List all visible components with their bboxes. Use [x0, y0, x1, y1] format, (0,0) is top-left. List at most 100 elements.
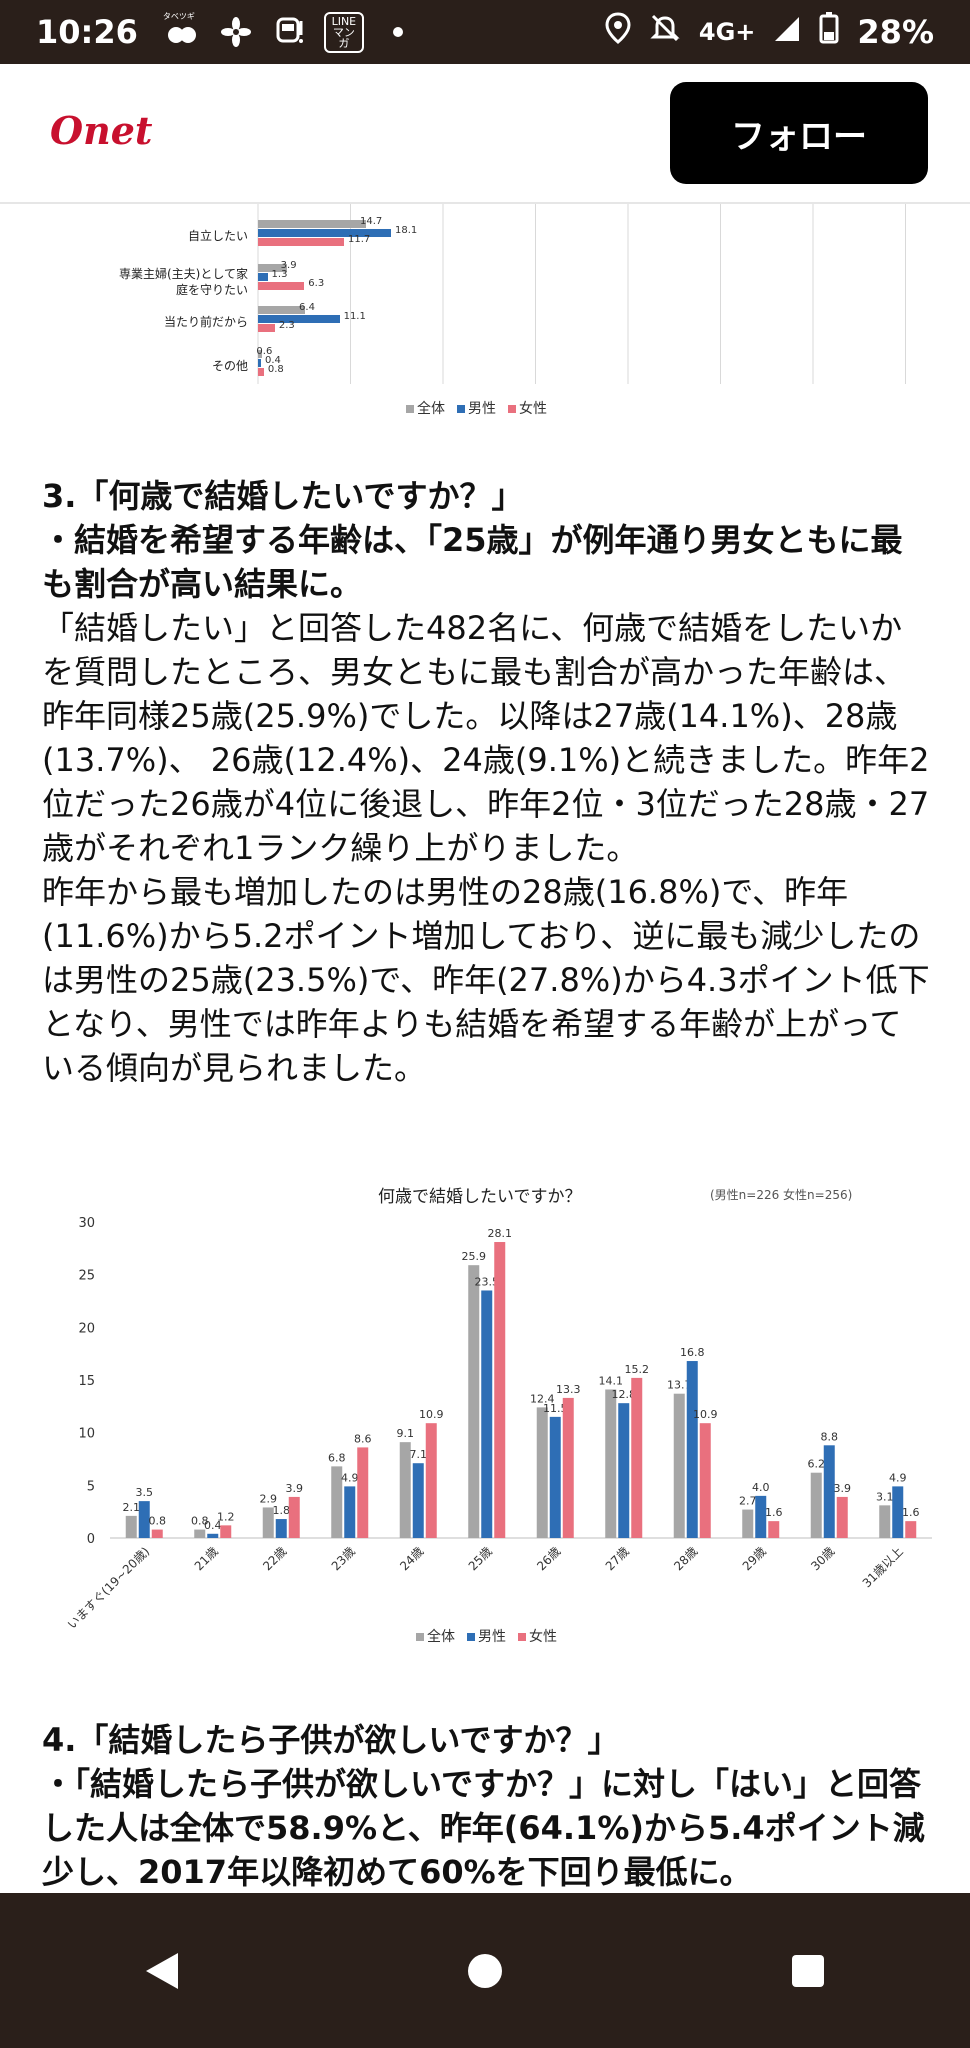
top-chart-value-label: 3.9: [280, 260, 297, 271]
top-chart-value-label: 0.8: [267, 364, 284, 375]
section-3-subtitle: ・結婚を希望する年齢は、「25歳」が例年通り男女ともに最も割合が高い結果に。: [42, 521, 903, 603]
bar-value-label: 25.9: [462, 1250, 487, 1263]
top-chart-value-label: 14.7: [360, 216, 383, 227]
bar-all: [262, 1507, 274, 1538]
section-3-title: 3.「何歳で結婚したいですか？」: [42, 477, 524, 515]
bar-male: [207, 1533, 219, 1538]
dot-icon: [378, 12, 418, 52]
bar-male: [618, 1403, 630, 1538]
status-right: 4G+ 28%: [605, 12, 934, 52]
x-tick-label: 27歳: [603, 1544, 632, 1573]
bar-value-label: 12.4: [530, 1392, 555, 1405]
bar-all: [125, 1515, 137, 1538]
bar-male: [412, 1463, 424, 1538]
bar-male: [275, 1519, 287, 1538]
top-chart-bar-male: [258, 315, 340, 323]
y-tick-label: 30: [78, 1216, 95, 1231]
bar-value-label: 2.9: [260, 1492, 278, 1505]
top-chart: 自立したい 14.7 18.1 11.7 専業主婦(主夫)として家庭を守りたい 3.9 1.…: [0, 204, 970, 424]
bar-female: [836, 1496, 848, 1538]
x-tick-label: 21歳: [192, 1544, 221, 1573]
y-tick-label: 25: [78, 1269, 95, 1284]
bar-value-label: 3.5: [136, 1486, 154, 1499]
bar-value-label: 6.2: [808, 1458, 826, 1471]
legend-item-female: 女性: [518, 1626, 557, 1646]
x-tick-label: 25歳: [466, 1544, 495, 1573]
bar-female: [631, 1377, 643, 1538]
chart-legend: 全体 男性 女性: [416, 1626, 557, 1646]
y-tick-label: 15: [78, 1374, 95, 1389]
bar-all: [810, 1472, 822, 1538]
x-tick-label: 23歳: [329, 1544, 358, 1573]
top-chart-bar-female: [258, 324, 275, 332]
bar-value-label: 3.9: [286, 1482, 304, 1495]
top-chart-grid: [257, 204, 906, 384]
bar-value-label: 13.7: [667, 1379, 692, 1392]
site-header: Onet フォロー: [0, 64, 970, 204]
top-chart-bar-male: [258, 229, 392, 237]
bar-value-label: 9.1: [397, 1427, 415, 1440]
y-tick-label: 10: [78, 1427, 95, 1442]
follow-button[interactable]: フォロー: [670, 82, 928, 184]
x-tick-label: 31歳以上: [860, 1544, 906, 1590]
bar-female: [357, 1447, 369, 1538]
onet-logo[interactable]: Onet: [50, 108, 153, 153]
top-chart-value-label: 2.3: [278, 320, 295, 331]
mute-icon: [649, 12, 681, 52]
top-chart-bar-male: [258, 273, 268, 281]
home-icon[interactable]: [445, 1931, 525, 2011]
bar-male: [549, 1416, 561, 1538]
bar-male: [481, 1290, 493, 1538]
bar-value-label: 1.8: [273, 1504, 291, 1517]
bar-value-label: 1.2: [217, 1510, 235, 1523]
top-chart-value-label: 11.7: [347, 234, 371, 245]
bar-male: [138, 1501, 150, 1538]
section-3: 3.「何歳で結婚したいですか？」 ・結婚を希望する年齢は、「25歳」が例年通り男…: [42, 474, 932, 1090]
bar-male: [823, 1445, 835, 1538]
y-tick-label: 5: [87, 1479, 95, 1494]
x-tick-label: 29歳: [740, 1544, 769, 1573]
top-chart-bar-female: [258, 238, 344, 246]
top-chart-category-label: 当たり前だから: [163, 315, 248, 329]
bar-value-label: 13.3: [556, 1383, 581, 1396]
bar-value-label: 8.6: [354, 1432, 372, 1445]
x-tick-label: 28歳: [671, 1544, 700, 1573]
bar-all: [605, 1389, 617, 1538]
bar-value-label: 7.1: [410, 1448, 428, 1461]
x-tick-label: 24歳: [397, 1544, 426, 1573]
train-icon: [270, 12, 310, 52]
y-tick-label: 0: [87, 1532, 95, 1547]
status-bar: 10:26 タベツギ LINE マンガ 4G+ 28%: [0, 0, 970, 64]
bar-value-label: 14.1: [599, 1374, 624, 1387]
legend-item-male: 男性: [467, 1626, 506, 1646]
bar-value-label: 23.5: [475, 1275, 500, 1288]
bar-value-label: 10.9: [693, 1408, 718, 1421]
top-chart-value-label: 18.1: [395, 225, 418, 236]
bar-value-label: 28.1: [488, 1227, 513, 1240]
bar-value-label: 3.1: [876, 1490, 894, 1503]
battery-percent: 28%: [857, 13, 934, 51]
legend-item-all: 全体: [416, 1626, 455, 1646]
top-chart-category-label: その他: [211, 359, 248, 373]
bar-all: [879, 1505, 891, 1538]
top-chart-bar-all: [258, 350, 263, 358]
recents-icon[interactable]: [768, 1931, 848, 2011]
section-4-subtitle: ・「結婚したら子供が欲しいですか？」に対し「はい」と回答した人は全体で58.9%…: [42, 1765, 925, 1891]
chart-sample-note: (男性n=226 女性n=256): [710, 1188, 853, 1202]
bar-female: [699, 1423, 711, 1538]
bar-value-label: 6.8: [328, 1451, 346, 1464]
bar-female: [425, 1423, 437, 1538]
tabetsugi-label: タベツギ: [162, 12, 195, 21]
manga-label: マンガ: [332, 25, 355, 50]
section-3-paragraph-2: 昨年から最も増加したのは男性の28歳(16.8%)で、昨年(11.6%)から5.…: [42, 873, 930, 1087]
line-label: LINE: [331, 14, 357, 28]
battery-icon: [819, 12, 839, 52]
line-manga-icon: LINE マンガ: [323, 11, 364, 53]
back-icon[interactable]: [122, 1931, 202, 2011]
bar-male: [755, 1495, 767, 1538]
bar-female: [220, 1525, 232, 1538]
bar-male: [344, 1486, 356, 1538]
bar-value-label: 10.9: [419, 1408, 444, 1421]
bar-all: [331, 1466, 343, 1538]
legend-item-all: 全体: [406, 398, 445, 418]
